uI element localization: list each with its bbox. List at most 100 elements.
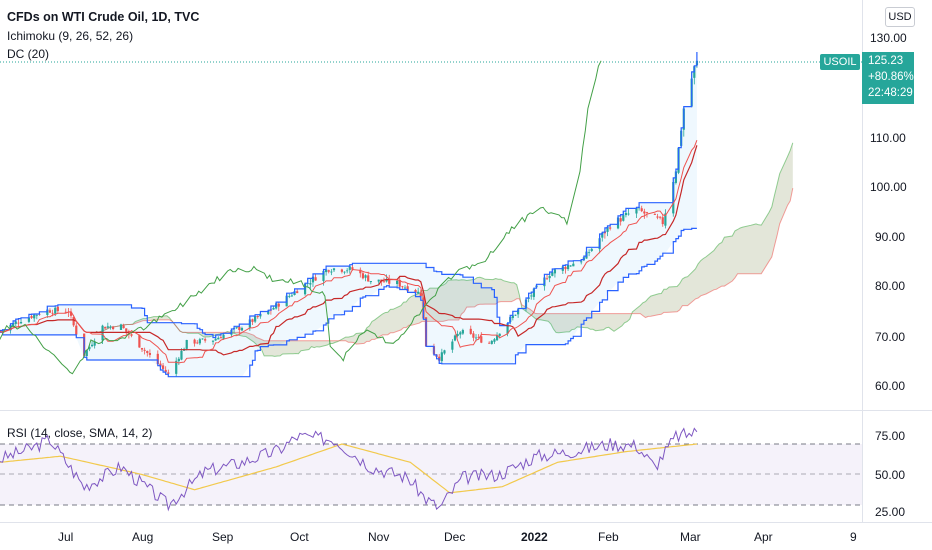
candle-body[interactable]	[459, 332, 462, 335]
candle-body[interactable]	[240, 328, 244, 331]
candle-body[interactable]	[119, 324, 123, 330]
candle-body[interactable]	[532, 288, 535, 297]
candle-body[interactable]	[85, 350, 88, 357]
candle-body[interactable]	[377, 279, 380, 282]
candle-body[interactable]	[514, 314, 517, 316]
candle-body[interactable]	[64, 311, 67, 313]
candle-body[interactable]	[56, 306, 59, 312]
candle-body[interactable]	[177, 358, 180, 362]
candle-body[interactable]	[367, 275, 370, 282]
candle-body[interactable]	[196, 342, 199, 344]
candle-body[interactable]	[361, 273, 365, 279]
candle-body[interactable]	[309, 283, 312, 285]
candle-body[interactable]	[256, 315, 259, 318]
candle-body[interactable]	[72, 317, 75, 326]
candle-body[interactable]	[385, 278, 388, 282]
candle-body[interactable]	[656, 216, 659, 218]
candle-body[interactable]	[624, 212, 628, 216]
candle-body[interactable]	[125, 328, 128, 332]
candle-body[interactable]	[27, 317, 31, 322]
candle-body[interactable]	[493, 339, 496, 342]
candle-body[interactable]	[17, 322, 20, 324]
candle-body[interactable]	[566, 264, 570, 270]
candle-body[interactable]	[661, 217, 664, 225]
candle-body[interactable]	[159, 363, 162, 367]
candle-body[interactable]	[506, 323, 509, 334]
candle-body[interactable]	[640, 208, 643, 212]
candle-body[interactable]	[211, 340, 215, 342]
candle-body[interactable]	[627, 213, 630, 215]
candle-body[interactable]	[530, 295, 533, 297]
candle-body[interactable]	[54, 307, 57, 314]
candle-body[interactable]	[222, 334, 225, 339]
candle-body[interactable]	[254, 316, 257, 322]
candle-body[interactable]	[327, 270, 330, 272]
candle-body[interactable]	[348, 266, 351, 270]
candle-body[interactable]	[480, 336, 483, 343]
candle-body[interactable]	[495, 335, 499, 341]
candle-body[interactable]	[193, 339, 196, 344]
candle-body[interactable]	[477, 336, 480, 338]
candle-body[interactable]	[288, 296, 291, 297]
candle-body[interactable]	[364, 275, 367, 278]
candle-body[interactable]	[138, 334, 141, 348]
candle-body[interactable]	[498, 333, 501, 336]
candle-body[interactable]	[406, 286, 409, 292]
candle-body[interactable]	[322, 271, 325, 281]
candle-body[interactable]	[369, 280, 372, 283]
candle-body[interactable]	[417, 291, 420, 294]
candle-body[interactable]	[104, 326, 107, 329]
candle-body[interactable]	[474, 337, 478, 339]
candle-body[interactable]	[33, 314, 36, 319]
candle-body[interactable]	[343, 271, 346, 273]
legend-donchian[interactable]: DC (20)	[7, 47, 50, 61]
candle-body[interactable]	[569, 265, 572, 267]
candle-body[interactable]	[325, 269, 328, 273]
candle-body[interactable]	[311, 276, 315, 283]
candle-body[interactable]	[93, 341, 96, 346]
candle-body[interactable]	[198, 339, 201, 344]
candle-body[interactable]	[588, 252, 591, 254]
candle-body[interactable]	[351, 267, 354, 270]
candle-body[interactable]	[296, 291, 299, 294]
candle-body[interactable]	[14, 321, 17, 324]
candle-body[interactable]	[659, 216, 662, 218]
candle-body[interactable]	[35, 314, 38, 316]
candle-body[interactable]	[398, 279, 401, 287]
candle-body[interactable]	[590, 248, 593, 251]
candle-body[interactable]	[461, 330, 464, 334]
candle-body[interactable]	[580, 261, 583, 263]
candle-body[interactable]	[164, 369, 167, 373]
candle-body[interactable]	[643, 211, 646, 214]
candle-body[interactable]	[456, 333, 459, 337]
candle-body[interactable]	[551, 272, 554, 276]
candle-body[interactable]	[553, 269, 557, 274]
candle-body[interactable]	[653, 213, 656, 215]
candle-body[interactable]	[403, 287, 407, 289]
candle-body[interactable]	[156, 353, 159, 365]
candle-body[interactable]	[48, 310, 52, 313]
candle-body[interactable]	[346, 270, 349, 272]
candle-body[interactable]	[140, 348, 144, 350]
candle-body[interactable]	[330, 271, 333, 273]
candle-body[interactable]	[12, 323, 15, 326]
candle-body[interactable]	[440, 352, 443, 362]
candle-body[interactable]	[235, 327, 238, 329]
candle-body[interactable]	[30, 316, 33, 318]
candle-body[interactable]	[109, 326, 112, 328]
candle-body[interactable]	[19, 322, 23, 324]
candle-body[interactable]	[619, 218, 622, 222]
candle-body[interactable]	[217, 337, 220, 340]
legend-rsi[interactable]: RSI (14, close, SMA, 14, 2)	[7, 426, 153, 440]
candle-body[interactable]	[161, 365, 165, 369]
candle-body[interactable]	[564, 266, 567, 270]
candle-body[interactable]	[90, 344, 94, 347]
candle-body[interactable]	[401, 286, 404, 288]
candle-body[interactable]	[219, 337, 223, 339]
candle-body[interactable]	[645, 212, 649, 213]
candle-body[interactable]	[75, 325, 78, 335]
candle-body[interactable]	[472, 333, 475, 338]
candle-body[interactable]	[251, 319, 254, 322]
candle-body[interactable]	[382, 281, 386, 283]
candle-body[interactable]	[130, 334, 133, 336]
